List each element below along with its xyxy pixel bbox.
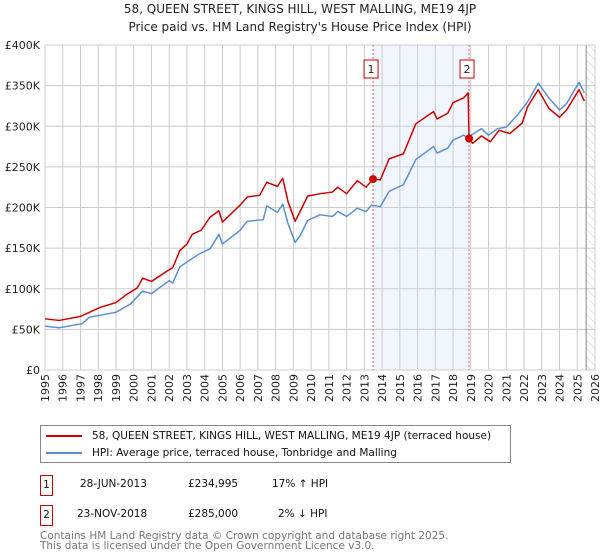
sale-date: 23-NOV-2018: [77, 508, 148, 520]
sale-number-badge: 1: [40, 475, 53, 496]
y-tick-label: £200K: [5, 202, 41, 215]
x-tick-label: 2016: [412, 374, 425, 402]
x-tick-label: 2025: [571, 374, 584, 402]
sale-number-badge: 2: [40, 505, 53, 526]
sale-marker-label: 2: [464, 63, 471, 76]
x-tick-label: 2004: [199, 374, 212, 402]
x-tick-label: 2023: [536, 374, 549, 402]
x-tick-label: 2015: [394, 374, 407, 402]
sale-price: £285,000: [188, 508, 239, 520]
sale-hpi-diff: 17% ↑ HPI: [272, 478, 329, 490]
x-tick-label: 1995: [39, 374, 52, 402]
y-tick-label: £300K: [5, 120, 41, 133]
legend-item-hpi: HPI: Average price, terraced house, Tonb…: [41, 445, 397, 461]
x-tick-label: 2001: [145, 374, 158, 402]
x-tick-label: 2008: [270, 374, 283, 402]
x-tick-label: 2012: [341, 374, 354, 402]
footer-licence: This data is licensed under the Open Gov…: [40, 540, 375, 552]
x-tick-label: 2019: [465, 374, 478, 402]
footer-copyright: Contains HM Land Registry data © Crown c…: [40, 530, 449, 542]
x-tick-label: 2014: [376, 374, 389, 402]
y-tick-label: £150K: [5, 242, 41, 255]
x-tick-label: 2022: [518, 374, 531, 402]
price-chart: 1995 1996 1997 1998 1999 2000 2001 2002 2003 2004…: [5, 39, 600, 402]
x-tick-label: 1997: [74, 374, 87, 402]
x-tick-label: 2007: [252, 374, 265, 402]
sale-marker-box: [459, 59, 475, 79]
x-tick-label: 2003: [181, 374, 194, 402]
y-tick-label: £50K: [12, 323, 41, 336]
sale-marker-label: 1: [368, 63, 375, 76]
x-tick-label: 2017: [429, 374, 442, 402]
x-tick-label: 2006: [234, 374, 247, 402]
x-tick-label: 1998: [92, 374, 105, 402]
y-tick-label: £0: [26, 364, 40, 377]
x-tick-label: 1999: [110, 374, 123, 402]
x-tick-label: 1996: [57, 374, 70, 402]
sale-point: [465, 134, 474, 143]
x-tick-label: 2024: [554, 374, 567, 402]
legend: 58, QUEEN STREET, KINGS HILL, WEST MALLI…: [40, 425, 511, 463]
x-tick-label: 2011: [323, 374, 336, 402]
x-tick-label: 2021: [500, 374, 513, 402]
x-tick-label: 2018: [447, 374, 460, 402]
x-tick-label: 2020: [483, 374, 496, 402]
sale-date: 28-JUN-2013: [80, 478, 147, 490]
x-tick-label: 2005: [216, 374, 229, 402]
chart-subtitle: Price paid vs. HM Land Registry's House …: [128, 20, 472, 34]
x-tick-label: 2000: [128, 374, 141, 402]
plot-border: [44, 44, 596, 371]
x-tick-label: 2010: [305, 374, 318, 402]
property-price-line: [44, 88, 586, 322]
sale-point: [369, 175, 378, 184]
x-tick-label: 2002: [163, 374, 176, 402]
x-tick-label: 2009: [287, 374, 300, 402]
legend-item-property: 58, QUEEN STREET, KINGS HILL, WEST MALLI…: [41, 428, 491, 444]
legend-swatch-blue: [46, 452, 82, 454]
chart-title: 58, QUEEN STREET, KINGS HILL, WEST MALLI…: [123, 2, 477, 16]
legend-label: 58, QUEEN STREET, KINGS HILL, WEST MALLI…: [92, 430, 492, 442]
y-tick-label: £350K: [5, 80, 41, 93]
hpi-line: [44, 81, 586, 329]
legend-swatch-red: [46, 435, 82, 437]
sale-hpi-diff: 2% ↓ HPI: [278, 508, 328, 520]
legend-label: HPI: Average price, terraced house, Tonb…: [92, 447, 397, 459]
y-tick-label: £100K: [5, 283, 41, 296]
sale-price: £234,995: [188, 478, 239, 490]
y-tick-label: £400K: [5, 39, 41, 52]
x-tick-label: 2013: [358, 374, 371, 402]
sale-marker-box: [363, 59, 379, 79]
y-tick-label: £250K: [5, 161, 41, 174]
x-tick-label: 2026: [589, 374, 600, 402]
